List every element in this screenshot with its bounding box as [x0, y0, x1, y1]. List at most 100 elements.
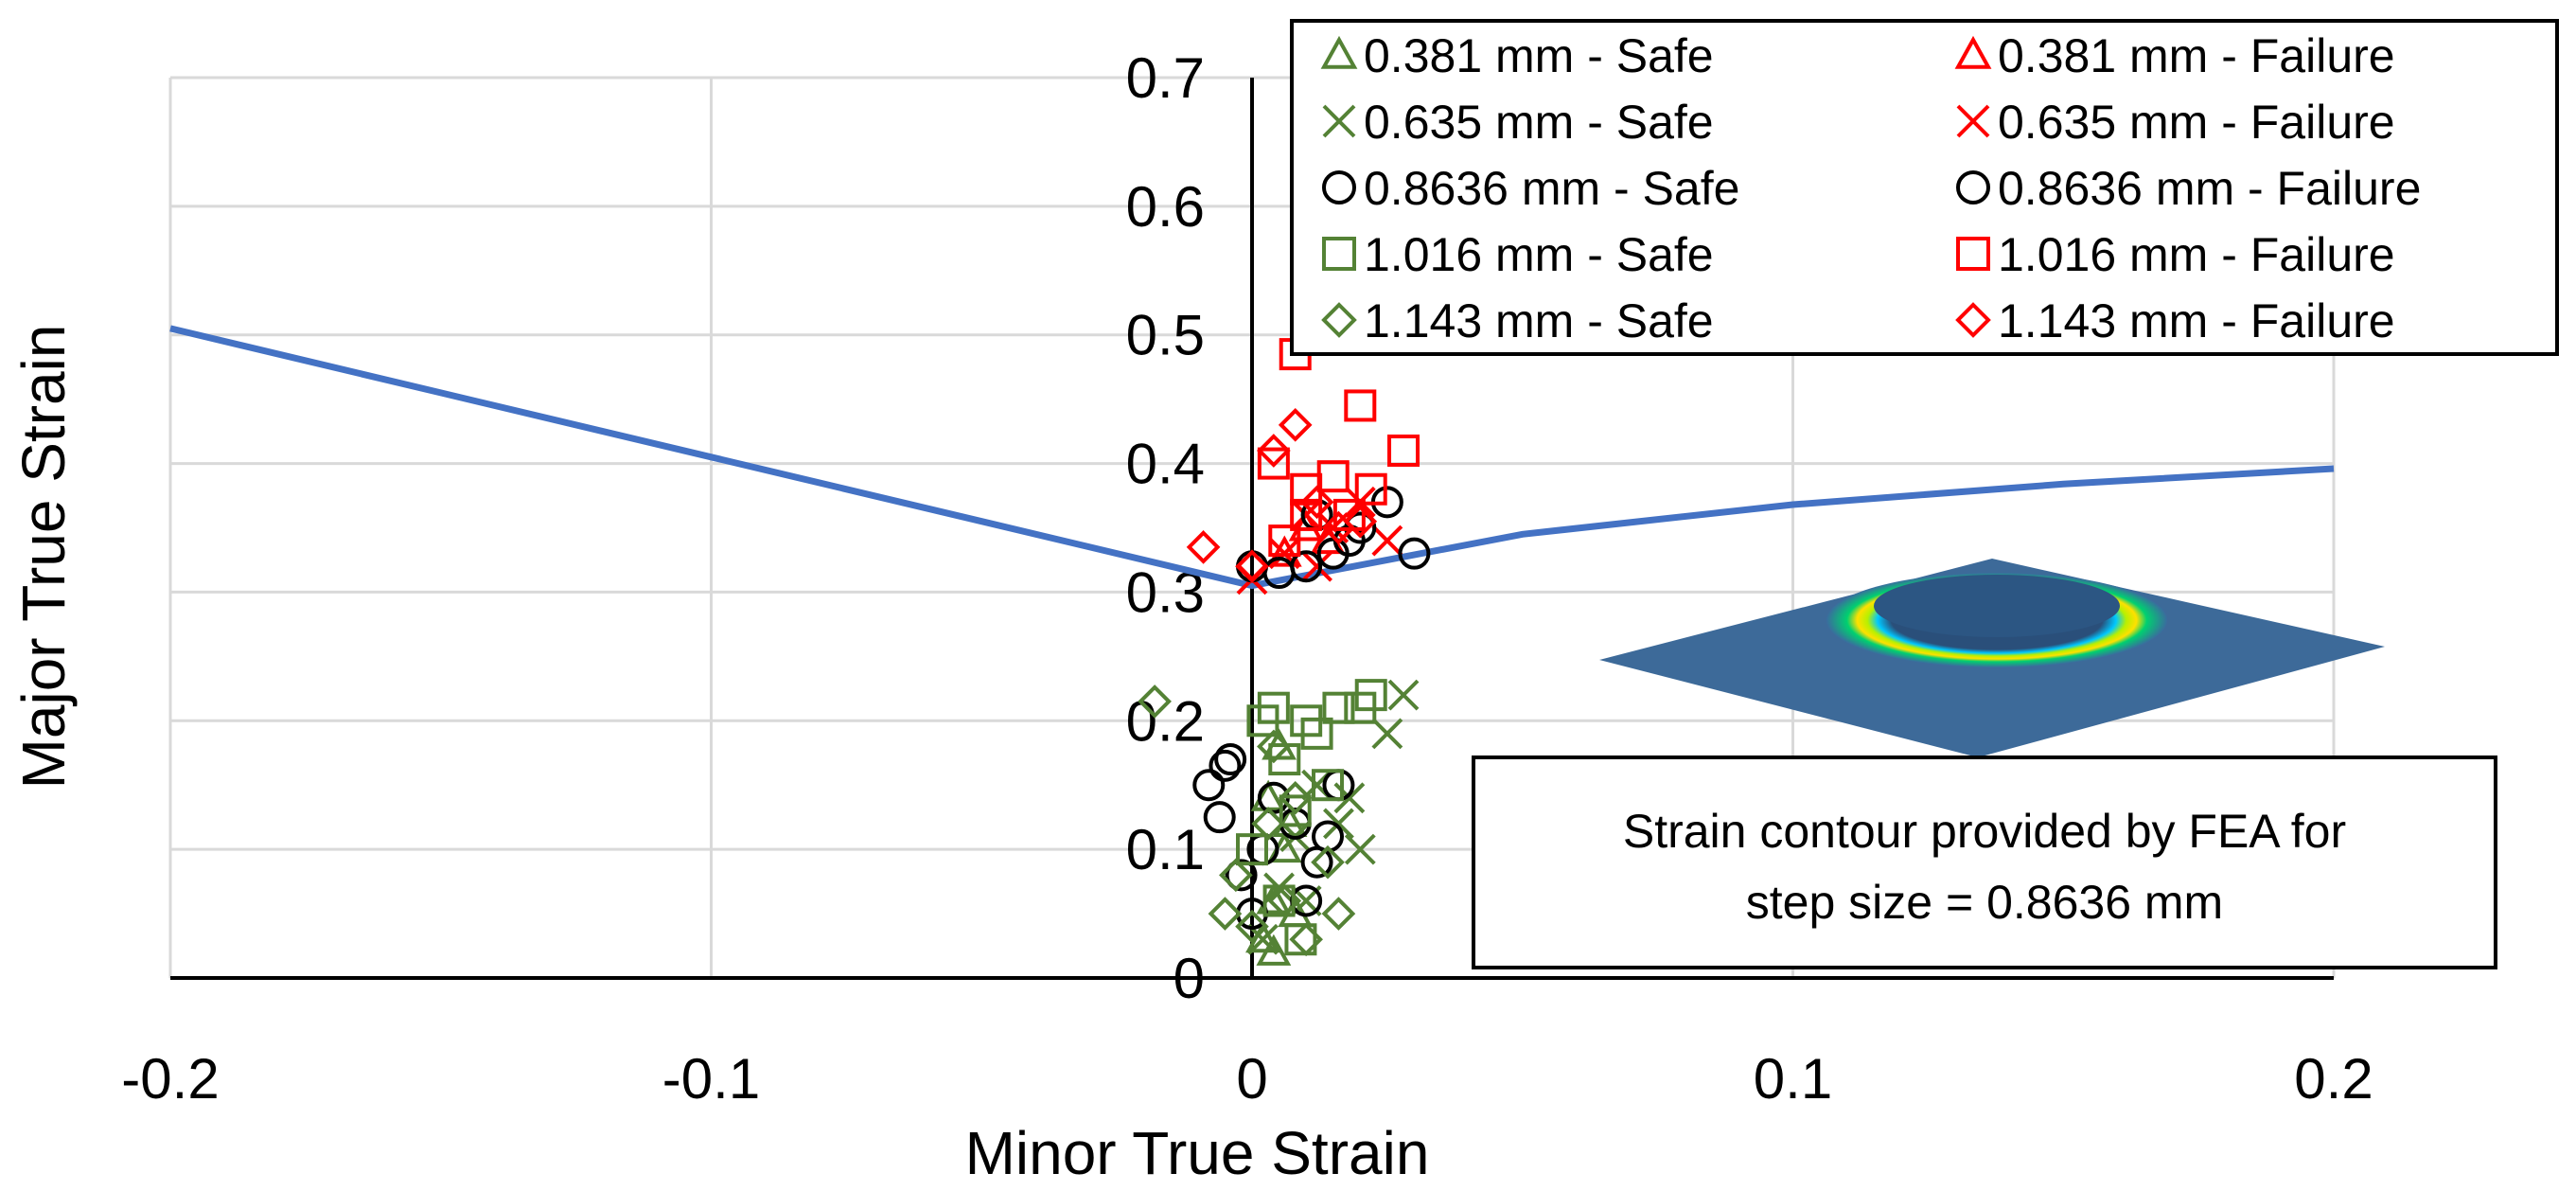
data-point — [1284, 923, 1317, 956]
legend-label: 1.143 mm - Safe — [1364, 294, 1714, 347]
data-point — [1344, 389, 1377, 422]
data-point — [1257, 434, 1291, 468]
data-point — [1219, 858, 1253, 893]
series-8 — [1138, 684, 1356, 957]
x-tick-label: 0.2 — [2294, 1047, 2373, 1111]
data-point — [1316, 460, 1350, 493]
data-point — [1279, 794, 1312, 827]
data-point — [1344, 833, 1376, 865]
data-point — [1301, 550, 1332, 582]
annotation-box: Strain contour provided by FEA for step … — [1472, 755, 2497, 969]
data-point — [1354, 679, 1387, 712]
legend-label: 1.016 mm - Failure — [1998, 228, 2395, 281]
legend-marker — [1956, 104, 1990, 138]
axes — [170, 78, 2334, 980]
data-point — [1256, 933, 1292, 966]
legend: 0.381 mm - Safe 0.381 mm - Failure 0.635 m… — [1290, 19, 2559, 356]
x-tick-label: 0.1 — [1754, 1047, 1832, 1111]
y-axis-title: Major True Strain — [9, 325, 78, 790]
legend-marker — [1322, 237, 1356, 271]
x-tick-label: -0.2 — [121, 1047, 219, 1111]
data-point — [1236, 833, 1268, 866]
legend-label: 0.381 mm - Safe — [1364, 29, 1714, 82]
legend-label: 0.635 mm - Safe — [1364, 96, 1714, 149]
data-point — [1138, 684, 1172, 719]
x-tick-label: -0.1 — [662, 1047, 760, 1111]
data-point — [1192, 769, 1226, 802]
data-point — [1262, 884, 1296, 917]
legend-label: 0.8636 mm - Safe — [1364, 162, 1739, 215]
data-point — [1321, 897, 1356, 931]
data-point — [1268, 524, 1301, 558]
y-tick-label: 0.7 — [1126, 46, 1205, 110]
data-point — [1299, 485, 1334, 520]
data-point — [1398, 537, 1431, 570]
data-point — [1289, 922, 1323, 957]
data-point — [1267, 883, 1302, 918]
fea-dome-top — [1874, 575, 2120, 637]
data-point — [1257, 729, 1291, 764]
legend-label: 0.635 mm - Failure — [1998, 96, 2395, 149]
legend-label: 0.381 mm - Failure — [1998, 29, 2395, 82]
data-point — [1214, 743, 1247, 776]
data-point — [1235, 549, 1269, 584]
data-point — [1323, 808, 1354, 840]
y-tick-label: 0.4 — [1126, 433, 1205, 496]
legend-marker — [1956, 237, 1990, 271]
forming-limit-curve-layer — [169, 325, 2335, 590]
data-point — [1387, 434, 1420, 467]
data-point — [1311, 844, 1345, 880]
legend-marker — [1954, 35, 1992, 69]
y-tick-label: 0.1 — [1126, 818, 1205, 881]
data-point — [1225, 859, 1258, 892]
legend-marker — [1320, 35, 1358, 69]
forming-limit-curve — [169, 325, 2335, 590]
data-point — [1257, 691, 1290, 724]
series-9 — [1186, 407, 1378, 584]
data-point — [1203, 801, 1236, 834]
data-point — [1209, 749, 1242, 782]
data-point — [1312, 769, 1345, 802]
legend-marker — [1955, 302, 1991, 338]
data-point — [1387, 679, 1420, 711]
annotation-frame — [1472, 755, 2497, 969]
annotation-line-2: step size = 0.8636 mm — [1746, 876, 2223, 929]
legend-frame — [1290, 19, 2559, 356]
data-point — [1290, 550, 1323, 583]
x-tick-label: 0 — [1236, 1047, 1267, 1111]
data-point — [1354, 472, 1387, 506]
legend-items: 0.381 mm - Safe 0.381 mm - Failure 0.635 m… — [1320, 29, 2421, 347]
data-point — [1235, 909, 1269, 944]
data-point — [1186, 530, 1221, 564]
data-point — [1278, 780, 1313, 815]
legend-label: 0.8636 mm - Failure — [1998, 162, 2421, 215]
legend-marker — [1322, 104, 1356, 138]
y-tick-label: 0 — [1173, 947, 1205, 1010]
legend-label: 1.143 mm - Failure — [1998, 294, 2395, 347]
annotation-line-1: Strain contour provided by FEA for — [1623, 805, 2346, 858]
data-point — [1371, 718, 1403, 750]
data-point — [1333, 782, 1366, 814]
data-point — [1371, 524, 1403, 557]
data-point — [1208, 897, 1243, 931]
legend-marker — [1321, 302, 1357, 338]
data-point — [1266, 535, 1302, 567]
legend-marker — [1322, 170, 1356, 204]
legend-label: 1.016 mm - Safe — [1364, 228, 1714, 281]
data-point — [1343, 504, 1378, 539]
data-point — [1312, 820, 1345, 853]
data-point — [1278, 407, 1313, 442]
data-point — [1257, 447, 1290, 480]
data-point — [1290, 499, 1322, 531]
data-point — [1322, 691, 1355, 724]
data-points — [1138, 338, 1431, 966]
y-tick-label: 0.6 — [1126, 175, 1205, 239]
fea-contour-image — [1599, 559, 2385, 757]
data-point — [1247, 923, 1279, 955]
x-axis-title: Minor True Strain — [965, 1119, 1430, 1187]
tick-labels: -0.2 -0.1 0 0.1 0.200.10.20.30.40.50.60.7 — [121, 46, 2373, 1111]
data-point — [1251, 807, 1285, 841]
legend-marker — [1956, 170, 1990, 204]
data-point — [1300, 717, 1333, 750]
